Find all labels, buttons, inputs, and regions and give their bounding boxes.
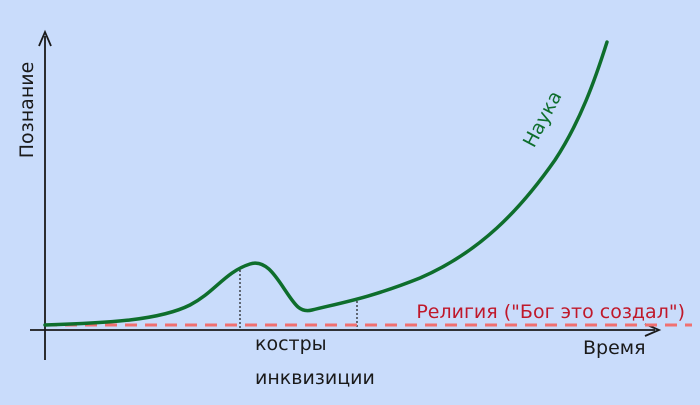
y-axis-arrow [38, 29, 52, 47]
annotation-line: костры [255, 333, 327, 355]
annotation-line: инквизиции [255, 367, 375, 389]
science-curve [43, 40, 609, 327]
y-axis-label: Познание [16, 62, 38, 159]
x-axis-label: Время [583, 337, 646, 359]
religion-label: Религия ("Бог это создал") [416, 301, 685, 323]
